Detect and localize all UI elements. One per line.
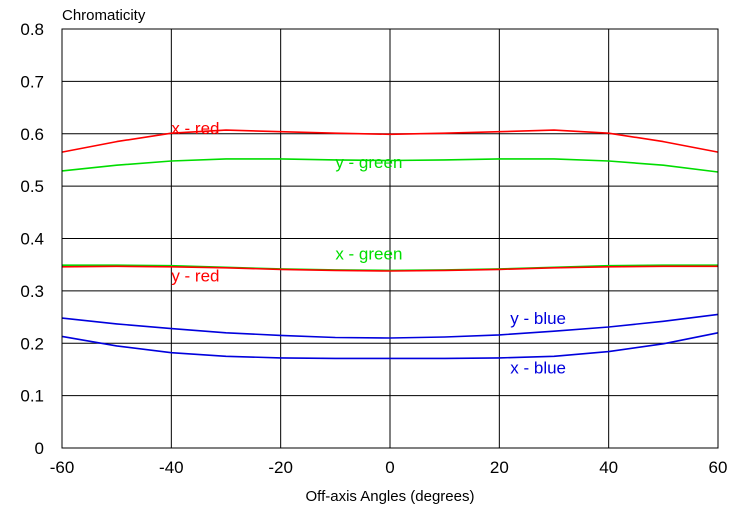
series-line-y-green: [61, 158, 719, 173]
series-label-x-green: x - green: [335, 244, 402, 263]
x-tick-label: 40: [599, 458, 618, 477]
series-line-x-red: [61, 129, 719, 153]
x-tick-label: -60: [50, 458, 75, 477]
y-axis-title: Chromaticity: [62, 7, 146, 24]
series-label-y-blue: y - blue: [510, 309, 566, 328]
series-label-x-blue: x - blue: [510, 359, 566, 378]
x-tick-label: 0: [385, 458, 394, 477]
series-label-y-red: y - red: [171, 266, 219, 285]
series-lines: [61, 129, 719, 360]
y-tick-label: 0: [35, 439, 44, 458]
y-tick-label: 0.8: [20, 20, 44, 39]
y-tick-label: 0.4: [20, 230, 44, 249]
y-tick-label: 0.7: [20, 72, 44, 91]
y-tick-label: 0.3: [20, 282, 44, 301]
x-tick-label: -40: [159, 458, 184, 477]
y-tick-label: 0.1: [20, 387, 44, 406]
series-line-x-blue: [61, 332, 719, 360]
series-labels: x - red y - green x - green y - red y - blue…: [171, 119, 566, 378]
series-label-y-green: y - green: [335, 153, 402, 172]
series-label-x-red: x - red: [171, 119, 219, 138]
y-tick-label: 0.6: [20, 125, 44, 144]
x-tick-label: 60: [709, 458, 728, 477]
series-line-y-blue: [61, 313, 719, 339]
tick-labels: -60 -40 -20 0 20 40 60 0 0.1 0.2 0.3 0.4 0.5 0.6 0.7 0.…: [20, 20, 727, 477]
series-line-y-red: [61, 265, 718, 272]
y-tick-label: 0.2: [20, 334, 44, 353]
x-axis-title: Off-axis Angles (degrees): [306, 488, 475, 505]
x-tick-label: -20: [268, 458, 293, 477]
y-tick-label: 0.5: [20, 177, 44, 196]
plot-frame: [61, 28, 719, 449]
x-tick-label: 20: [490, 458, 509, 477]
grid: [61, 28, 719, 449]
